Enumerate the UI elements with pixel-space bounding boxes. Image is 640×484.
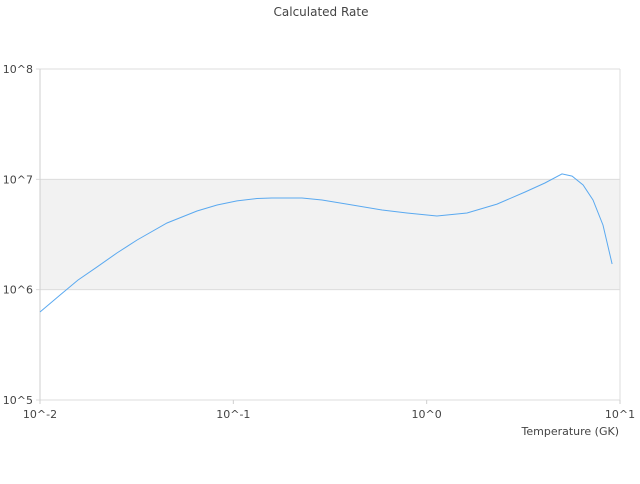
y-tick-label: 10^5: [3, 394, 33, 407]
plot-band: [40, 179, 620, 290]
x-tick-label: 10^0: [412, 408, 442, 421]
x-axis-label: Temperature (GK): [521, 425, 620, 438]
y-tick-label: 10^8: [3, 63, 33, 76]
x-tick-label: 10^1: [605, 408, 635, 421]
y-tick-label: 10^6: [3, 284, 33, 297]
y-tick-label: 10^7: [3, 173, 33, 186]
chart-title: Calculated Rate: [274, 5, 369, 19]
x-tick-label: 10^-2: [23, 408, 57, 421]
x-tick-label: 10^-1: [216, 408, 250, 421]
series-line: [39, 173, 613, 313]
